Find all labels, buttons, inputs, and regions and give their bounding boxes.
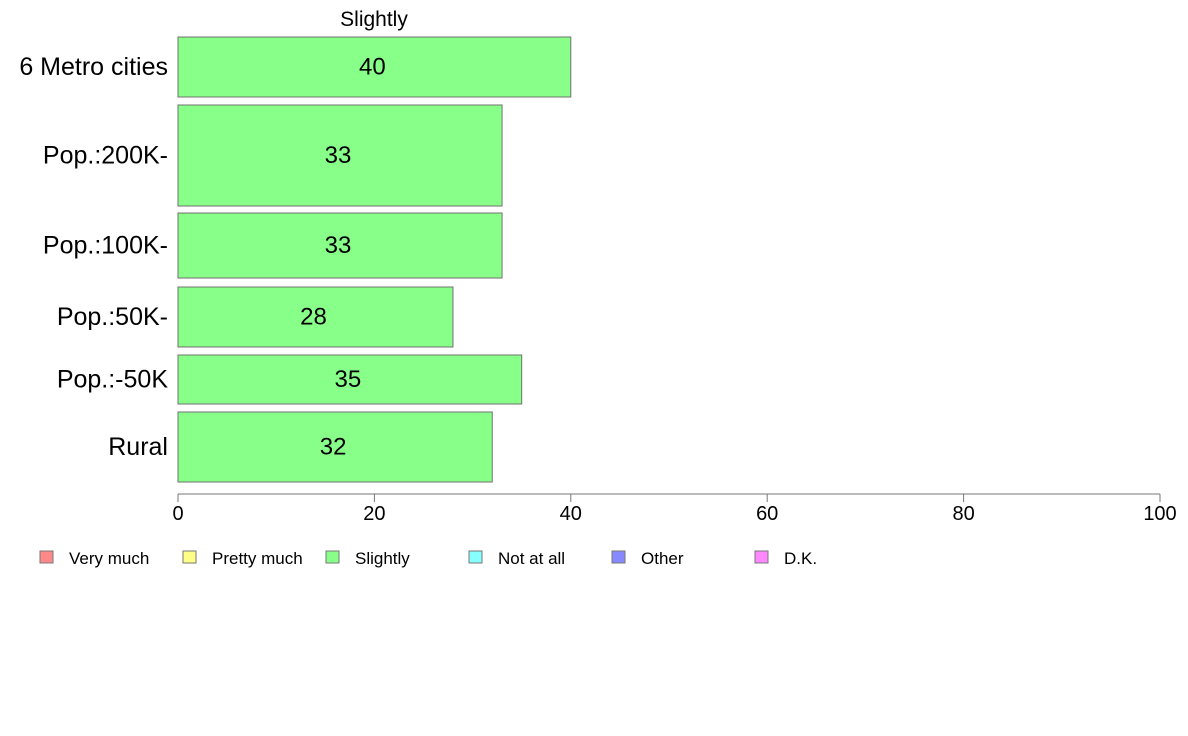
legend-swatch (754, 550, 769, 564)
bar-value-label: 28 (300, 304, 327, 331)
bar (177, 104, 503, 207)
bar-value-label: 32 (320, 434, 347, 461)
chart-title: Slightly (340, 8, 408, 31)
legend-label: Not at all (498, 549, 565, 568)
legend-swatch (325, 550, 340, 564)
legend: Very much Pretty much Slightly Not at all Ot… (39, 549, 817, 568)
x-tick-label: 0 (172, 503, 183, 525)
x-tick-label: 60 (756, 503, 778, 525)
category-label: Pop.:-50K (57, 366, 169, 394)
bar (177, 354, 523, 405)
bars-group (177, 36, 572, 483)
bar (177, 36, 572, 98)
category-label: Pop.:100K- (43, 232, 168, 260)
legend-swatch (468, 550, 483, 564)
bar-value-label: 35 (334, 366, 361, 393)
category-label: Rural (108, 433, 168, 461)
bar (177, 411, 493, 483)
legend-label: Very much (69, 549, 149, 568)
x-tick-label: 100 (1143, 503, 1176, 525)
x-tick-label: 20 (363, 503, 385, 525)
category-label: Pop.:50K- (57, 303, 168, 331)
bar-value-label: 33 (325, 232, 352, 259)
bar-value-label: 33 (325, 142, 352, 169)
x-axis: 0 20 40 60 80 100 (172, 493, 1177, 525)
category-label: 6 Metro cities (19, 53, 168, 81)
legend-swatch (182, 550, 197, 564)
legend-label: Other (641, 549, 684, 568)
bar-value-label: 40 (359, 54, 386, 81)
legend-label: Pretty much (212, 549, 303, 568)
legend-label: Slightly (355, 549, 410, 568)
bar (177, 212, 503, 279)
value-labels: 40 33 33 28 35 32 (300, 54, 386, 461)
legend-swatch (611, 550, 626, 564)
category-labels: 6 Metro cities Pop.:200K- Pop.:100K- Pop.:5… (19, 53, 168, 461)
legend-swatch (39, 550, 54, 564)
legend-label: D.K. (784, 549, 817, 568)
bar (177, 286, 454, 348)
x-tick-label: 40 (560, 503, 582, 525)
x-tick-label: 80 (952, 503, 974, 525)
category-label: Pop.:200K- (43, 142, 168, 170)
